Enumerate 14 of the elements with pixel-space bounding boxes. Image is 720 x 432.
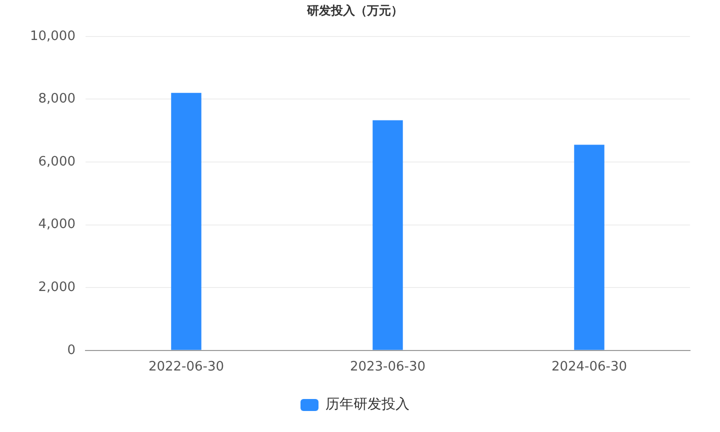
- y-tick-label: 0: [67, 342, 76, 358]
- y-tick-label: 8,000: [38, 92, 76, 107]
- bar: [574, 144, 604, 350]
- legend-label: 历年研发投入: [326, 396, 410, 413]
- chart-title: 研发投入（万元）: [306, 3, 403, 18]
- x-tick-label: 2023-06-30: [350, 360, 426, 375]
- y-tick-label: 4,000: [38, 217, 76, 232]
- y-tick-label: 10,000: [30, 28, 76, 44]
- x-tick-label: 2024-06-30: [551, 360, 628, 375]
- y-tick-label: 6,000: [38, 154, 76, 170]
- bar: [372, 120, 403, 350]
- x-tick-label: 2022-06-30: [148, 360, 224, 375]
- bar: [171, 92, 202, 350]
- y-tick-label: 2,000: [38, 280, 76, 295]
